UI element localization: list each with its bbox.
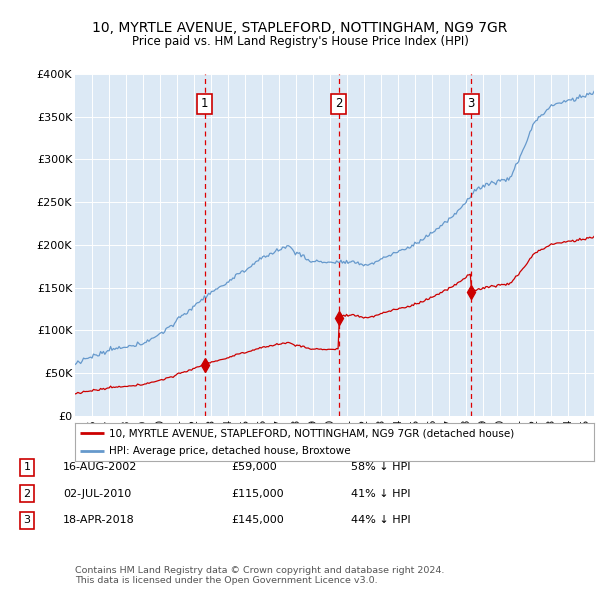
Text: 16-AUG-2002: 16-AUG-2002: [63, 463, 137, 472]
Text: Price paid vs. HM Land Registry's House Price Index (HPI): Price paid vs. HM Land Registry's House …: [131, 35, 469, 48]
Text: 18-APR-2018: 18-APR-2018: [63, 516, 135, 525]
Text: 41% ↓ HPI: 41% ↓ HPI: [351, 489, 410, 499]
Text: 10, MYRTLE AVENUE, STAPLEFORD, NOTTINGHAM, NG9 7GR: 10, MYRTLE AVENUE, STAPLEFORD, NOTTINGHA…: [92, 21, 508, 35]
Text: 02-JUL-2010: 02-JUL-2010: [63, 489, 131, 499]
Text: £59,000: £59,000: [231, 463, 277, 472]
Text: 58% ↓ HPI: 58% ↓ HPI: [351, 463, 410, 472]
Text: £115,000: £115,000: [231, 489, 284, 499]
Text: HPI: Average price, detached house, Broxtowe: HPI: Average price, detached house, Brox…: [109, 446, 350, 456]
Text: 1: 1: [23, 463, 31, 472]
Text: 1: 1: [201, 97, 208, 110]
Text: 44% ↓ HPI: 44% ↓ HPI: [351, 516, 410, 525]
Text: 2: 2: [23, 489, 31, 499]
Text: 3: 3: [467, 97, 475, 110]
Text: 10, MYRTLE AVENUE, STAPLEFORD, NOTTINGHAM, NG9 7GR (detached house): 10, MYRTLE AVENUE, STAPLEFORD, NOTTINGHA…: [109, 428, 514, 438]
Text: £145,000: £145,000: [231, 516, 284, 525]
Text: Contains HM Land Registry data © Crown copyright and database right 2024.
This d: Contains HM Land Registry data © Crown c…: [75, 566, 445, 585]
Text: 2: 2: [335, 97, 343, 110]
Text: 3: 3: [23, 516, 31, 525]
